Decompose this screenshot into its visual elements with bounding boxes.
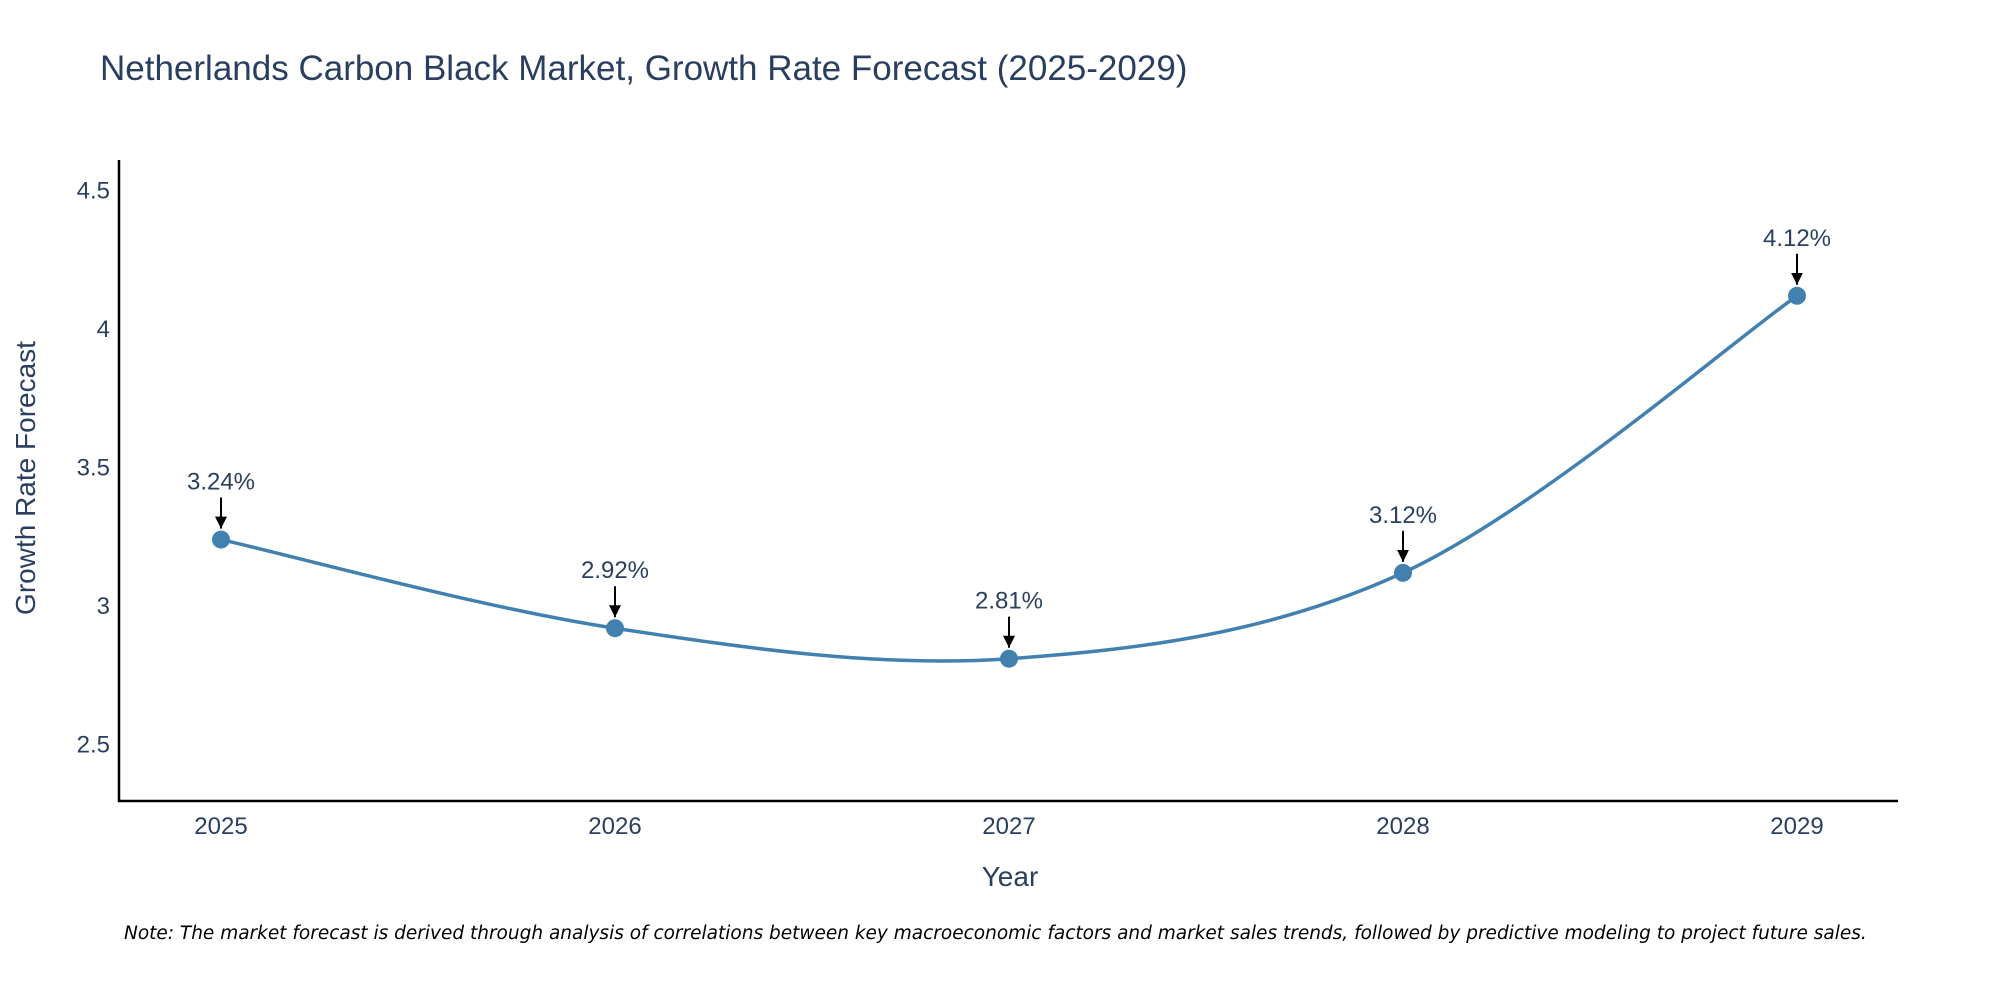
y-tick-label: 3.5 [77,455,110,482]
data-point [1394,563,1412,582]
x-axis-title: Year [982,861,1039,892]
y-tick-label: 4 [97,316,110,343]
y-axis-title: Growth Rate Forecast [10,341,41,615]
x-tick-label: 2025 [194,813,247,840]
data-point [606,619,624,638]
chart-title: Netherlands Carbon Black Market, Growth … [100,49,1187,88]
data-label: 2.81% [975,588,1043,615]
series-line [220,294,1799,663]
data-label: 4.12% [1763,225,1831,252]
data-point [212,530,230,549]
data-label: 2.92% [581,557,649,584]
y-tick-label: 4.5 [77,177,110,204]
data-label: 3.24% [187,469,255,496]
data-point [1788,286,1806,305]
y-tick-label: 3 [97,593,110,620]
x-tick-label: 2026 [588,813,641,840]
x-tick-label: 2029 [1770,813,1823,840]
data-label: 3.12% [1369,502,1437,529]
y-axis-ticks: 2.5 3 3.5 4 4.5 [77,177,110,758]
x-tick-label: 2027 [982,813,1035,840]
x-axis-ticks: 2025 2026 2027 2028 2029 [194,813,1823,840]
y-tick-label: 2.5 [77,732,110,759]
x-tick-label: 2028 [1376,813,1429,840]
footnote: Note: The market forecast is derived thr… [124,923,1867,944]
series-group: 3.24% 2.92% 2.81% 3.12% 4.12% [187,225,1831,668]
data-point [1000,649,1018,668]
